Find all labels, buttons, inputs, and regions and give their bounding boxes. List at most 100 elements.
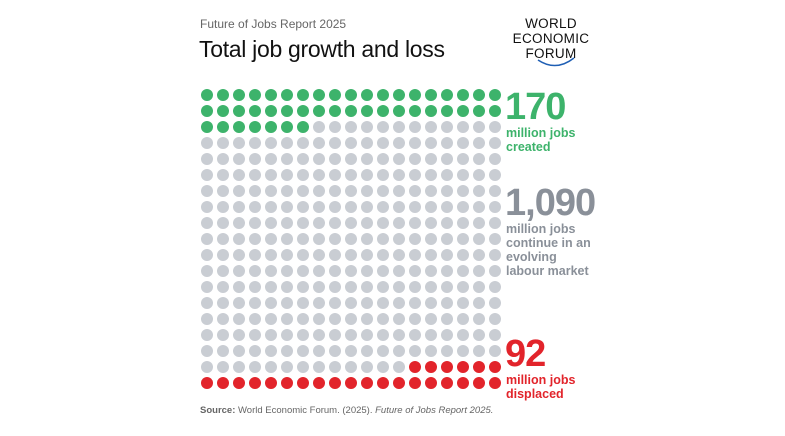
dot — [217, 201, 229, 213]
dot — [393, 281, 405, 293]
dot — [249, 249, 261, 261]
dot — [313, 153, 325, 165]
dot — [297, 169, 309, 181]
dot — [345, 329, 357, 341]
dot — [409, 265, 421, 277]
dot — [217, 121, 229, 133]
dot — [489, 345, 501, 357]
dot — [425, 345, 437, 357]
dot — [441, 345, 453, 357]
dot — [441, 361, 453, 373]
dot — [409, 249, 421, 261]
dot — [217, 137, 229, 149]
dot — [281, 217, 293, 229]
dot — [361, 377, 373, 389]
dot — [265, 89, 277, 101]
dot — [425, 121, 437, 133]
dot — [297, 281, 309, 293]
dot — [265, 169, 277, 181]
dot — [473, 313, 485, 325]
dot — [217, 297, 229, 309]
dot — [377, 265, 389, 277]
dot — [409, 153, 421, 165]
dot — [233, 345, 245, 357]
dot — [201, 169, 213, 181]
dot — [233, 281, 245, 293]
dot — [313, 297, 325, 309]
dot — [377, 297, 389, 309]
dot — [217, 217, 229, 229]
dot — [329, 377, 341, 389]
dot — [265, 233, 277, 245]
dot — [393, 121, 405, 133]
dot — [313, 361, 325, 373]
dot — [409, 233, 421, 245]
dot — [329, 329, 341, 341]
dot — [473, 377, 485, 389]
dot — [217, 345, 229, 357]
dot — [345, 121, 357, 133]
dot — [377, 313, 389, 325]
dot — [457, 329, 469, 341]
dot — [361, 361, 373, 373]
dot — [201, 217, 213, 229]
dot — [313, 345, 325, 357]
dot — [441, 377, 453, 389]
dot — [249, 217, 261, 229]
dot — [441, 201, 453, 213]
dot — [377, 217, 389, 229]
dot — [393, 169, 405, 181]
dot — [313, 329, 325, 341]
dot — [201, 89, 213, 101]
dot — [361, 297, 373, 309]
dot — [361, 329, 373, 341]
dot — [361, 249, 373, 261]
source-text: World Economic Forum. (2025). — [238, 405, 373, 416]
dot — [489, 121, 501, 133]
dot — [201, 265, 213, 277]
dot — [345, 169, 357, 181]
dot — [457, 361, 469, 373]
dot — [329, 89, 341, 101]
dot — [377, 361, 389, 373]
dot — [281, 233, 293, 245]
dot — [489, 265, 501, 277]
dot — [361, 313, 373, 325]
dot — [281, 121, 293, 133]
dot — [441, 105, 453, 117]
dot — [201, 185, 213, 197]
dot — [313, 89, 325, 101]
dot — [361, 89, 373, 101]
logo-line: FORUM — [525, 46, 577, 61]
dot — [377, 89, 389, 101]
dot — [313, 201, 325, 213]
dot — [361, 153, 373, 165]
dot — [361, 185, 373, 197]
dot — [409, 217, 421, 229]
dot — [393, 89, 405, 101]
dot — [361, 345, 373, 357]
dot — [441, 169, 453, 181]
subtitle: Future of Jobs Report 2025 — [200, 17, 347, 31]
dot — [265, 313, 277, 325]
dot — [345, 297, 357, 309]
dot — [409, 281, 421, 293]
dot — [265, 249, 277, 261]
dot — [377, 201, 389, 213]
dot — [249, 105, 261, 117]
dot — [345, 233, 357, 245]
dot — [313, 377, 325, 389]
dot — [281, 153, 293, 165]
dot — [281, 313, 293, 325]
dot — [249, 297, 261, 309]
dot — [345, 137, 357, 149]
dot — [377, 329, 389, 341]
dot — [361, 169, 373, 181]
dot — [217, 153, 229, 165]
dot — [233, 329, 245, 341]
dot — [329, 217, 341, 229]
dot — [233, 89, 245, 101]
dot — [377, 137, 389, 149]
dot — [409, 121, 421, 133]
category-label: million jobs continue in an evolving lab… — [506, 222, 591, 278]
